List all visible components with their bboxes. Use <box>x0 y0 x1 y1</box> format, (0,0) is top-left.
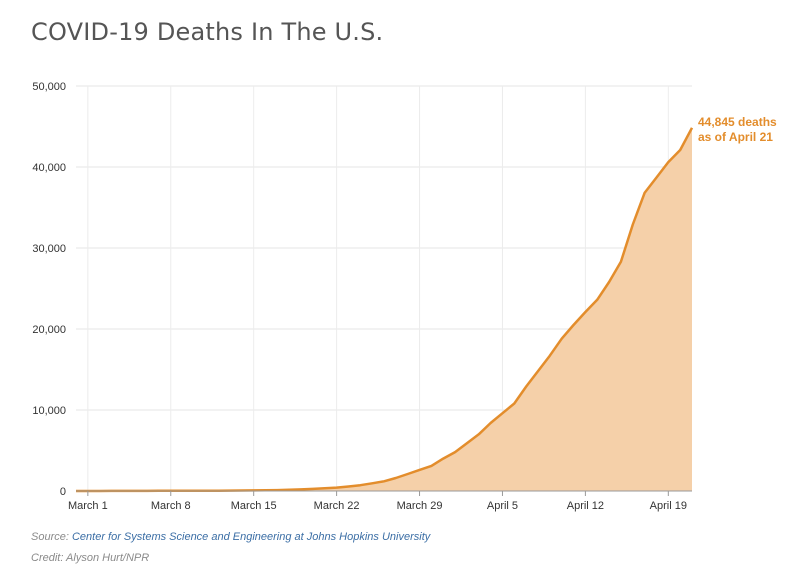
x-tick-label: April 5 <box>487 500 518 512</box>
area-layer <box>76 127 694 493</box>
label-layer: 0 10,000 20,000 30,000 40,000 50,000 March 1 Ma… <box>32 81 777 512</box>
x-tick-label: March 8 <box>151 500 191 512</box>
annotation-line1: 44,845 deaths <box>698 115 777 129</box>
source-label: Source: <box>31 531 72 543</box>
y-tick-label: 0 <box>60 486 66 498</box>
area-chart: 0 10,000 20,000 30,000 40,000 50,000 March 1 Ma… <box>32 81 777 512</box>
y-tick-label: 30,000 <box>32 243 66 255</box>
x-tick-label: April 19 <box>650 500 687 512</box>
source-note: Source: Center for Systems Science and E… <box>31 531 430 543</box>
credit-note: Credit: Alyson Hurt/NPR <box>31 552 150 564</box>
y-tick-label: 50,000 <box>32 81 66 93</box>
series-area <box>76 127 692 492</box>
x-tick-label: March 15 <box>231 500 277 512</box>
annotation-line2: as of April 21 <box>698 130 773 144</box>
x-tick-label: April 12 <box>567 500 604 512</box>
x-tick-label: March 1 <box>68 500 108 512</box>
y-tick-label: 10,000 <box>32 405 66 417</box>
x-tick-label: March 29 <box>397 500 443 512</box>
chart-title: COVID-19 Deaths In The U.S. <box>31 18 384 46</box>
y-tick-label: 20,000 <box>32 324 66 336</box>
axis-layer <box>76 490 692 496</box>
source-link[interactable]: Center for Systems Science and Engineeri… <box>71 531 431 543</box>
y-tick-label: 40,000 <box>32 162 66 174</box>
x-tick-label: March 22 <box>314 500 360 512</box>
